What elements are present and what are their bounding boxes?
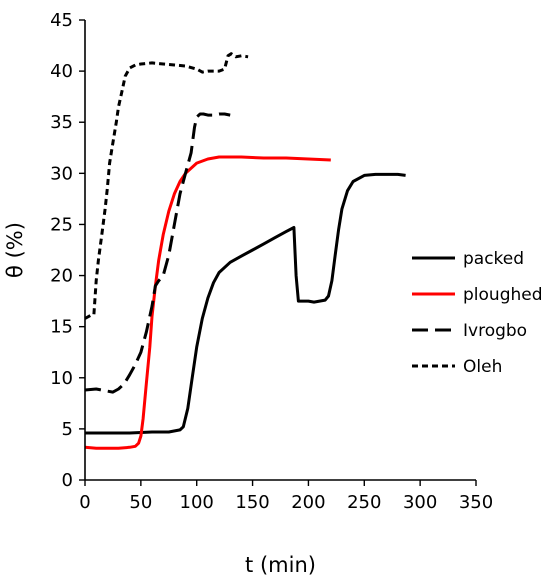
y-tick-label: 20: [50, 266, 73, 287]
x-tick-label: 150: [235, 492, 269, 513]
ticks: 0 50 100 150 200 250 300 350 0 5 10 15 20 25 30 35 40 45: [50, 10, 493, 513]
legend-label-packed: packed: [463, 249, 524, 269]
y-tick-label: 25: [50, 214, 73, 235]
series-line-packed: [85, 172, 406, 435]
y-tick-label: 5: [62, 419, 73, 440]
y-tick-label: 10: [50, 368, 73, 389]
y-tick-label: 0: [62, 470, 73, 491]
x-tick-label: 350: [459, 492, 493, 513]
series-line-ivrogbo: [84, 112, 231, 394]
x-tick-label: 50: [129, 492, 152, 513]
series-layer: [84, 52, 406, 450]
legend-label-oleh: Oleh: [463, 357, 502, 377]
y-axis-title: θ (%): [3, 222, 27, 278]
x-tick-label: 100: [180, 492, 214, 513]
series-line-oleh: [84, 52, 249, 320]
x-tick-label: 250: [347, 492, 381, 513]
x-axis-title: t (min): [245, 553, 316, 577]
y-tick-label: 35: [50, 112, 73, 133]
legend-label-ivrogbo: Ivrogbo: [463, 321, 527, 341]
series-line-ploughed: [84, 155, 331, 450]
x-tick-label: 200: [291, 492, 325, 513]
axes: [84, 20, 476, 481]
y-tick-label: 15: [50, 317, 73, 338]
y-tick-label: 45: [50, 10, 73, 31]
y-tick-label: 30: [50, 163, 73, 184]
legend-label-ploughed: ploughed: [463, 285, 543, 305]
x-tick-label: 0: [79, 492, 90, 513]
x-tick-label: 300: [403, 492, 437, 513]
legend: packed ploughed Ivrogbo Oleh: [412, 249, 543, 377]
y-tick-label: 40: [50, 61, 73, 82]
